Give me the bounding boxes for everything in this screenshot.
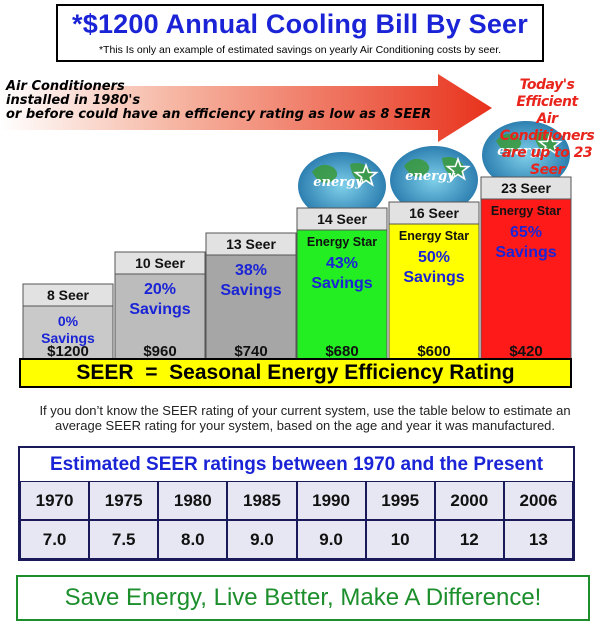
tier-label: 13 Seer	[226, 236, 276, 252]
tier-label: 10 Seer	[135, 255, 185, 271]
seer-table: Estimated SEER ratings between 1970 and …	[18, 446, 575, 561]
savings-percent: 50%	[418, 249, 450, 266]
rating-cell: 9.0	[296, 520, 366, 559]
year-cell: 1975	[89, 481, 159, 520]
rating-cell: 10	[365, 520, 435, 559]
bill-value: $740	[234, 343, 267, 360]
bill-value: $1200	[47, 343, 89, 360]
year-cell: 1990	[296, 481, 366, 520]
savings-word: Savings	[220, 282, 281, 299]
bar	[205, 254, 297, 360]
savings-word: Savings	[495, 244, 556, 261]
year-cell: 1980	[158, 481, 228, 520]
arrow-text: Air Conditioners installed in 1980's or …	[6, 80, 431, 122]
arrow-text-line-1: Air Conditioners	[6, 79, 125, 94]
bill-value: $420	[509, 343, 542, 360]
bar	[296, 229, 388, 360]
today-text-line-3: are up to 23 Seer	[501, 145, 593, 178]
rating-cell: 8.0	[158, 520, 228, 559]
seer-definition-band: SEER = Seasonal Energy Efficiency Rating	[19, 358, 572, 388]
bar	[480, 198, 572, 360]
years-row: 1970 1975 1980 1985 1990 1995 2000 2006	[20, 481, 573, 520]
bill-value: $600	[417, 343, 450, 360]
energy-logo-text: energy	[497, 144, 548, 159]
info-text: If you don’t know the SEER rating of you…	[39, 403, 571, 433]
efficiency-arrow	[0, 74, 492, 142]
year-cell: 1985	[227, 481, 297, 520]
rating-cell: 9.0	[227, 520, 297, 559]
title-note: *This Is only an example of estimated sa…	[98, 44, 502, 56]
rating-cell: 7.5	[89, 520, 159, 559]
tier-label: 14 Seer	[317, 211, 367, 227]
year-cell: 1995	[365, 481, 435, 520]
globe-land-icon	[312, 164, 338, 183]
energy-star-label: Energy Star	[399, 229, 469, 243]
energy-logo-text: energy	[313, 175, 364, 190]
arrow-text-line-3: or before could have an efficiency ratin…	[6, 107, 432, 122]
star-icon	[353, 162, 379, 187]
rating-cell: 7.0	[20, 520, 90, 559]
savings-percent: 65%	[510, 224, 542, 241]
year-cell: 2006	[503, 481, 573, 520]
energy-star-label: Energy Star	[307, 235, 377, 249]
rating-cell: 13	[503, 520, 573, 559]
globe-land-icon	[404, 158, 430, 177]
arrow-text-line-2: installed in 1980's	[6, 93, 141, 108]
savings-word: Savings	[129, 301, 190, 318]
tier-label: 16 Seer	[409, 205, 459, 221]
bill-value: $960	[143, 343, 176, 360]
today-text-line-1: Today's Efficient	[516, 77, 578, 110]
today-text: Today's Efficient Air Conditioners are u…	[490, 77, 604, 179]
savings-word: Savings	[403, 269, 464, 286]
savings-percent: 43%	[326, 255, 358, 272]
savings-word: Savings	[41, 330, 95, 346]
savings-percent: 0%	[58, 313, 79, 329]
bar	[388, 223, 480, 360]
globe-land-icon	[496, 133, 522, 152]
tier-label: 23 Seer	[501, 180, 551, 196]
seer-grid: 1970 1975 1980 1985 1990 1995 2000 2006 7.0 7.5 8…	[20, 481, 573, 559]
year-cell: 2000	[434, 481, 504, 520]
today-text-line-2: Air Conditioners	[499, 111, 595, 144]
tier-label: 8 Seer	[47, 287, 90, 303]
table-title: Estimated SEER ratings between 1970 and …	[49, 454, 544, 475]
star-icon	[445, 156, 471, 181]
energy-star-label: Energy Star	[491, 204, 561, 218]
ratings-row: 7.0 7.5 8.0 9.0 9.0 10 12 13	[20, 520, 573, 559]
bar	[114, 273, 206, 360]
savings-percent: 20%	[144, 281, 176, 298]
bar	[22, 305, 114, 360]
savings-word: Savings	[311, 275, 372, 292]
title-box: *$1200 Annual Cooling Bill By Seer *This…	[56, 4, 544, 62]
bill-value: $680	[325, 343, 358, 360]
energy-logo-text: energy	[405, 169, 456, 184]
savings-percent: 38%	[235, 262, 267, 279]
star-icon	[537, 131, 563, 156]
year-cell: 1970	[20, 481, 90, 520]
footer-slogan: Save Energy, Live Better, Make A Differe…	[16, 575, 590, 621]
page-title: *$1200 Annual Cooling Bill By Seer	[72, 9, 528, 39]
rating-cell: 12	[434, 520, 504, 559]
